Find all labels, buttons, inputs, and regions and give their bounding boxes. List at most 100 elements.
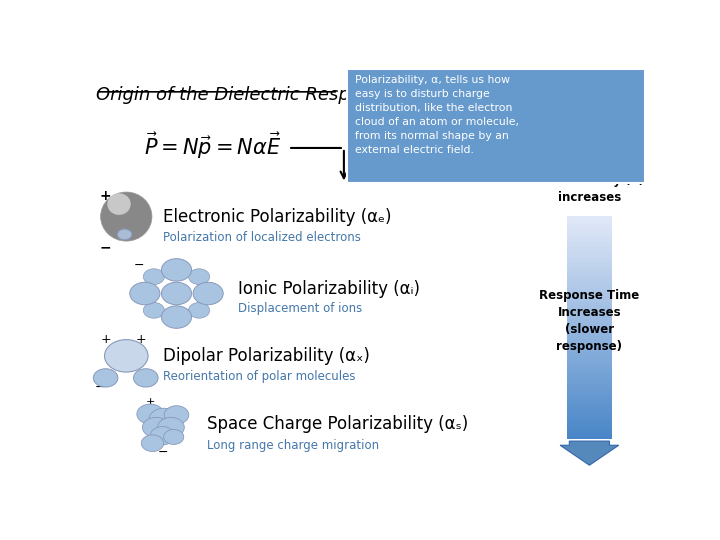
Bar [567,375,612,378]
Bar [567,386,612,389]
Bar [567,424,612,428]
Ellipse shape [149,408,178,430]
Ellipse shape [161,306,192,328]
Bar [567,330,612,333]
Bar [567,258,612,261]
Bar [567,249,612,253]
Bar [567,363,612,367]
Text: Dipolar Polarizability (αₓ): Dipolar Polarizability (αₓ) [163,347,369,365]
Bar [567,383,612,386]
Ellipse shape [107,193,131,215]
Bar [567,319,612,322]
Bar [567,414,612,417]
Bar [567,428,612,431]
Bar [567,272,612,275]
Bar [567,416,612,420]
Bar [567,269,612,272]
Ellipse shape [101,192,152,241]
Bar [567,252,612,255]
Ellipse shape [150,427,175,445]
Bar [567,241,612,245]
Bar [567,327,612,330]
Bar [567,372,612,375]
Bar [567,325,612,328]
Bar [567,261,612,264]
Bar [567,358,612,361]
Bar [567,291,612,294]
Text: |: | [149,401,152,409]
Bar [567,255,612,258]
Bar [567,355,612,359]
Ellipse shape [141,435,163,451]
Ellipse shape [158,417,184,437]
Ellipse shape [143,417,169,437]
Text: +: + [100,333,111,346]
Bar [567,377,612,381]
Text: Space Charge Polarizability (αₛ): Space Charge Polarizability (αₛ) [207,415,469,434]
Bar [567,278,612,280]
Ellipse shape [130,282,160,305]
Ellipse shape [189,269,210,285]
Bar [567,266,612,269]
Bar [567,314,612,316]
Bar [567,286,612,289]
Ellipse shape [143,269,164,285]
Bar [567,380,612,383]
Text: +: + [100,189,112,203]
Text: −: − [100,240,112,254]
Bar [567,339,612,342]
Text: +: + [136,333,147,346]
Bar [567,422,612,425]
Text: Response Time
Increases
(slower
response): Response Time Increases (slower response… [539,288,639,353]
Bar [567,230,612,233]
Bar [567,397,612,400]
Bar [567,333,612,336]
Bar [567,283,612,286]
Ellipse shape [133,369,158,387]
Bar [567,280,612,284]
Bar [567,300,612,303]
Ellipse shape [161,282,192,305]
Bar [567,436,612,439]
Ellipse shape [94,369,118,387]
Bar [567,235,612,239]
Text: −: − [157,446,168,459]
Bar [567,349,612,353]
Bar [567,310,612,314]
Ellipse shape [137,404,163,424]
Bar [567,302,612,306]
FancyBboxPatch shape [347,69,645,183]
Bar [567,219,612,222]
Bar [567,400,612,403]
Bar [567,344,612,347]
FancyArrow shape [560,441,618,465]
Text: Polarizability, α, tells us how
easy is to disturb charge
distribution, like the: Polarizability, α, tells us how easy is … [355,75,519,155]
Bar [567,394,612,397]
Text: Ionic Polarizability (αᵢ): Ionic Polarizability (αᵢ) [238,280,420,298]
Bar [567,408,612,411]
Text: Reorientation of polar molecules: Reorientation of polar molecules [163,370,355,383]
Text: Polarization of localized electrons: Polarization of localized electrons [163,231,361,244]
Bar [567,222,612,225]
Bar [567,274,612,278]
Bar [567,336,612,339]
Bar [567,297,612,300]
Bar [567,322,612,325]
Bar [567,341,612,345]
Text: Polarizability (α)
increases: Polarizability (α) increases [534,174,644,204]
Bar [567,227,612,231]
Bar [567,389,612,392]
Bar [567,433,612,436]
Bar [567,402,612,406]
Text: $\vec{P} = N\vec{p} = N\alpha\vec{E}$: $\vec{P} = N\vec{p} = N\alpha\vec{E}$ [144,131,282,161]
Bar [567,225,612,228]
Bar [567,366,612,369]
Text: Electronic Polarizability (αₑ): Electronic Polarizability (αₑ) [163,207,391,226]
Ellipse shape [164,406,189,424]
Bar [567,353,612,356]
Bar [567,316,612,320]
Bar [567,288,612,292]
Text: −: − [134,259,144,272]
Bar [567,369,612,372]
Bar [567,264,612,267]
